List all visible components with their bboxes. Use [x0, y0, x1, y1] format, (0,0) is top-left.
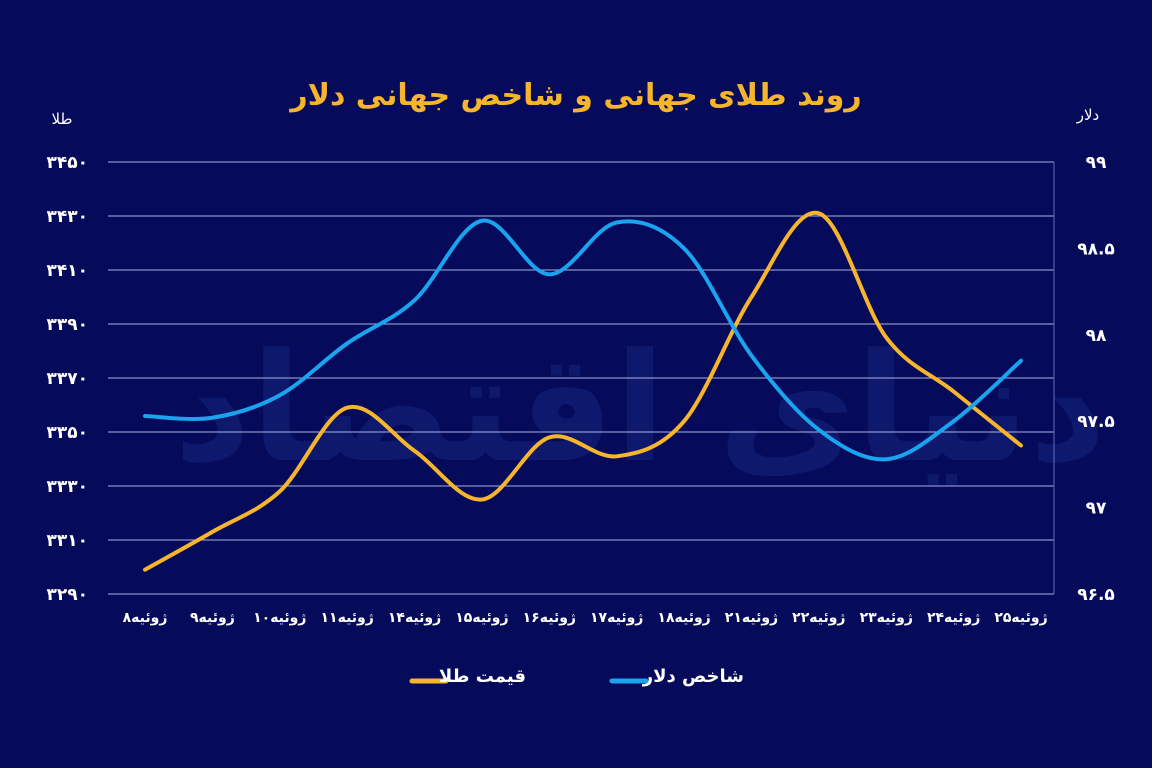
x-axis-ticks: ۸ژوئیه ۹ژوئیه ۱۰ژوئیه ۱۱ژوئیه ۱۴ژوئیه ۱۵ژوئیه… — [123, 610, 1048, 626]
watermark-text: دنیای اقتصاد — [174, 322, 1107, 496]
left-tick-label: ۳۴۳۰ — [46, 207, 88, 227]
left-tick-label: ۳۳۹۰ — [46, 315, 88, 335]
x-tick-label: ۲۵ژوئیه — [994, 610, 1047, 626]
left-axis-ticks: ۳۲۹۰ ۳۳۱۰ ۳۳۳۰ ۳۳۵۰ ۳۳۷۰ ۳۳۹۰ ۳۴۱۰ ۳۴۳۰ ۳۴۵۰ — [46, 153, 88, 605]
left-tick-label: ۳۲۹۰ — [46, 585, 88, 605]
legend: قیمت طلا شاخص دلار — [409, 666, 744, 687]
gridlines — [108, 161, 1054, 595]
right-tick-label: ۹۹ — [1086, 153, 1107, 173]
x-tick-label: ۲۴ژوئیه — [927, 610, 980, 626]
x-tick-label: ۹ژوئیه — [190, 610, 235, 626]
left-axis-title: طلا — [52, 110, 73, 128]
left-tick-label: ۳۴۱۰ — [46, 261, 88, 281]
watermark: دنیای اقتصاد — [174, 322, 1107, 496]
x-tick-label: ۱۴ژوئیه — [388, 610, 441, 626]
left-tick-label: ۳۳۷۰ — [46, 369, 88, 389]
x-tick-label: ۱۷ژوئیه — [590, 610, 643, 626]
x-tick-label: ۱۶ژوئیه — [523, 610, 576, 626]
right-tick-label: ۹۸.۵ — [1077, 239, 1115, 259]
x-tick-label: ۱۱ژوئیه — [320, 610, 373, 626]
x-tick-label: ۲۲ژوئیه — [792, 610, 845, 626]
legend-label: شاخص دلار — [642, 666, 744, 687]
right-tick-label: ۹۶.۵ — [1077, 585, 1115, 605]
x-tick-label: ۲۱ژوئیه — [725, 610, 778, 626]
left-tick-label: ۳۴۵۰ — [46, 153, 88, 173]
chart-title: روند طلای جهانی و شاخص جهانی دلار — [288, 78, 861, 113]
series-line-gold — [143, 210, 1023, 572]
right-tick-label: ۹۸ — [1086, 326, 1107, 346]
legend-label: قیمت طلا — [439, 666, 526, 687]
series-line-dollar — [143, 218, 1023, 462]
right-axis-title: دلار — [1076, 106, 1099, 124]
right-tick-label: ۹۷ — [1086, 499, 1107, 519]
x-tick-label: ۱۸ژوئیه — [657, 610, 710, 626]
x-tick-label: ۸ژوئیه — [123, 610, 168, 626]
x-tick-label: ۱۵ژوئیه — [455, 610, 508, 626]
right-tick-label: ۹۷.۵ — [1077, 412, 1115, 432]
left-tick-label: ۳۳۳۰ — [46, 477, 88, 497]
left-tick-label: ۳۳۵۰ — [46, 423, 88, 443]
series-lines — [143, 210, 1023, 572]
x-tick-label: ۱۰ژوئیه — [253, 610, 306, 626]
x-tick-label: ۲۳ژوئیه — [860, 610, 913, 626]
left-tick-label: ۳۳۱۰ — [46, 531, 88, 551]
right-axis-ticks: ۹۶.۵ ۹۷ ۹۷.۵ ۹۸ ۹۸.۵ ۹۹ — [1077, 153, 1115, 605]
